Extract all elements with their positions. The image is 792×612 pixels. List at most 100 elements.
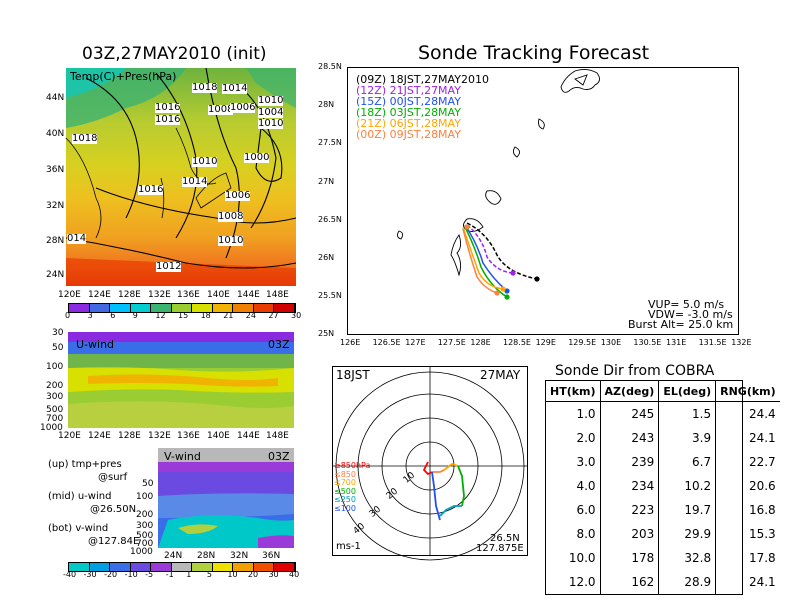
colorbar-label: 18 (200, 311, 211, 320)
v-wind-p-tick: 700 (136, 539, 154, 549)
colorbar-swatch (233, 304, 254, 312)
u-wind-lon-tick: 124E (88, 431, 111, 441)
table-cell: 20.6 (715, 474, 780, 498)
note-mid: (mid) u-wind (48, 491, 112, 502)
tracking-legend-text: 06JST,28MAY (389, 117, 461, 130)
u-wind-lon-tick: 128E (118, 431, 141, 441)
tracking-legend-code: (15Z) (356, 95, 390, 108)
isobar-label: 1014 (222, 83, 248, 94)
tracking-legend-text: 03JST,28MAY (389, 106, 461, 119)
table-cell: 12.0 (568, 575, 596, 589)
tracking-legend-text: 09JST,28MAY (389, 128, 461, 141)
sonde-track (466, 224, 514, 274)
table-cell: 3.9 (658, 426, 716, 450)
hodograph-level-entry: ≤700 (334, 478, 356, 487)
isobar-label: 1016 (155, 114, 181, 125)
colorbar-label: 21 (223, 311, 234, 320)
sonde-burst-point (504, 288, 510, 294)
wind-colorbar (68, 562, 296, 572)
colorbar-swatch (130, 304, 152, 312)
colorbar-swatch (253, 304, 275, 312)
v-wind-lat-tick: 28N (197, 551, 216, 561)
isobar-label: 014 (67, 233, 87, 244)
table-cell: 178 (599, 546, 659, 570)
map-lon-tick: 136E (177, 290, 200, 300)
table-row: 2.0 243 3.9 24.1 (546, 426, 780, 450)
map-lon-tick: 144E (237, 290, 260, 300)
tracking-lat-tick: 26N (318, 253, 335, 262)
colorbar-label: -20 (104, 570, 118, 579)
map-lat-tick: 40N (46, 129, 65, 139)
tracking-legend-entry: (12Z) 21JST,27MAY (356, 85, 461, 96)
colorbar-label: -5 (145, 570, 154, 579)
tracking-lon-tick: 128.5E (503, 338, 531, 347)
map-lat-tick: 24N (46, 270, 65, 280)
upper-left-title: 03Z,27MAY2010 (init) (82, 44, 267, 64)
table-cell: 28.9 (658, 570, 716, 594)
colorbar-label: -40 (63, 570, 77, 579)
cobra-table-body: 1.0 245 1.5 24.4 2.0 243 3.9 24.1 3.0 239 6.7 22.7 4… (546, 401, 780, 594)
tracking-lon-tick: 129.5E (568, 338, 597, 347)
surface-temp-pressure-map (65, 67, 297, 286)
table-cell: 24.4 (715, 401, 780, 426)
u-wind-lon-tick: 144E (237, 431, 260, 441)
tracking-legend-entry: (18Z) 03JST,28MAY (356, 107, 461, 118)
tracking-lat-tick: 25N (318, 329, 335, 339)
tracking-lon-tick: 129E (535, 338, 556, 347)
tracking-lon-tick: 127E (405, 338, 426, 347)
tracking-title: Sonde Tracking Forecast (418, 42, 650, 64)
colorbar-swatch (69, 563, 90, 571)
v-wind-lat-tick: 32N (230, 551, 249, 561)
hodograph-level-entry: ≤850 (334, 469, 356, 479)
table-cell: 10.2 (658, 474, 716, 498)
colorbar-swatch (171, 563, 193, 571)
table-cell: 24.1 (715, 426, 780, 450)
v-wind-time: 03Z (268, 450, 290, 463)
colorbar-swatch (110, 563, 131, 571)
colorbar-swatch (110, 304, 131, 312)
isobar-label: 1010 (192, 156, 218, 167)
u-wind-p-tick: 200 (46, 381, 64, 391)
sonde-track (462, 226, 504, 290)
v-wind-p-tick: 300 (136, 521, 154, 531)
hodograph-level-entry: ≤250 (334, 495, 356, 504)
tracking-legend-code: (09Z) (356, 73, 390, 86)
table-cell: 8.0 (576, 527, 596, 541)
v-wind-p-tick: 100 (136, 492, 154, 502)
colorbar-label: 30 (291, 311, 302, 320)
table-cell: 243 (599, 426, 659, 450)
temperature-colorbar (68, 303, 296, 313)
isobar-label: 1016 (138, 184, 164, 195)
tracking-legend-code: (18Z) (356, 106, 390, 119)
colorbar-swatch (274, 304, 296, 312)
table-row: 1.0 245 1.5 24.4 (546, 401, 780, 426)
colorbar-label: -30 (83, 570, 97, 579)
colorbar-label: 27 (268, 311, 279, 320)
map-lat-tick: 28N (46, 236, 65, 246)
tracking-param: VUP= 5.0 m/s (648, 298, 725, 311)
tracking-lat-tick: 27N (318, 176, 335, 186)
map-lon-tick: 120E (58, 290, 81, 300)
table-cell: 245 (599, 401, 659, 426)
cobra-table-title: Sonde Dir from COBRA (555, 363, 715, 379)
tracking-legend-code: (00Z) (356, 128, 390, 141)
colorbar-swatch (89, 563, 111, 571)
u-wind-lon-tick: 120E (58, 431, 81, 441)
colorbar-swatch (212, 563, 234, 571)
colorbar-label: -10 (124, 570, 138, 579)
map-lon-tick: 140E (207, 290, 230, 300)
temperature-colorbar-labels: 0 3 6 9 12 15 18 21 24 27 30 (62, 312, 302, 322)
isobar-label: 1018 (72, 133, 98, 144)
tracking-legend-entry: (09Z) 18JST,27MAY2010 (356, 74, 489, 85)
colorbar-swatch (212, 304, 234, 312)
colorbar-swatch (233, 563, 254, 571)
table-row: 12.0 162 28.9 24.1 (546, 570, 780, 594)
tracking-param: VDW= -3.0 m/s (648, 308, 733, 321)
u-wind-p-tick: 30 (52, 328, 64, 338)
isobar-label: 1014 (182, 176, 208, 187)
table-cell: 19.7 (658, 498, 716, 522)
u-wind-cross-section (68, 332, 294, 428)
tracking-legend-code: (21Z) (356, 117, 390, 130)
sonde-burst-point (500, 286, 506, 292)
colorbar-swatch (151, 563, 172, 571)
